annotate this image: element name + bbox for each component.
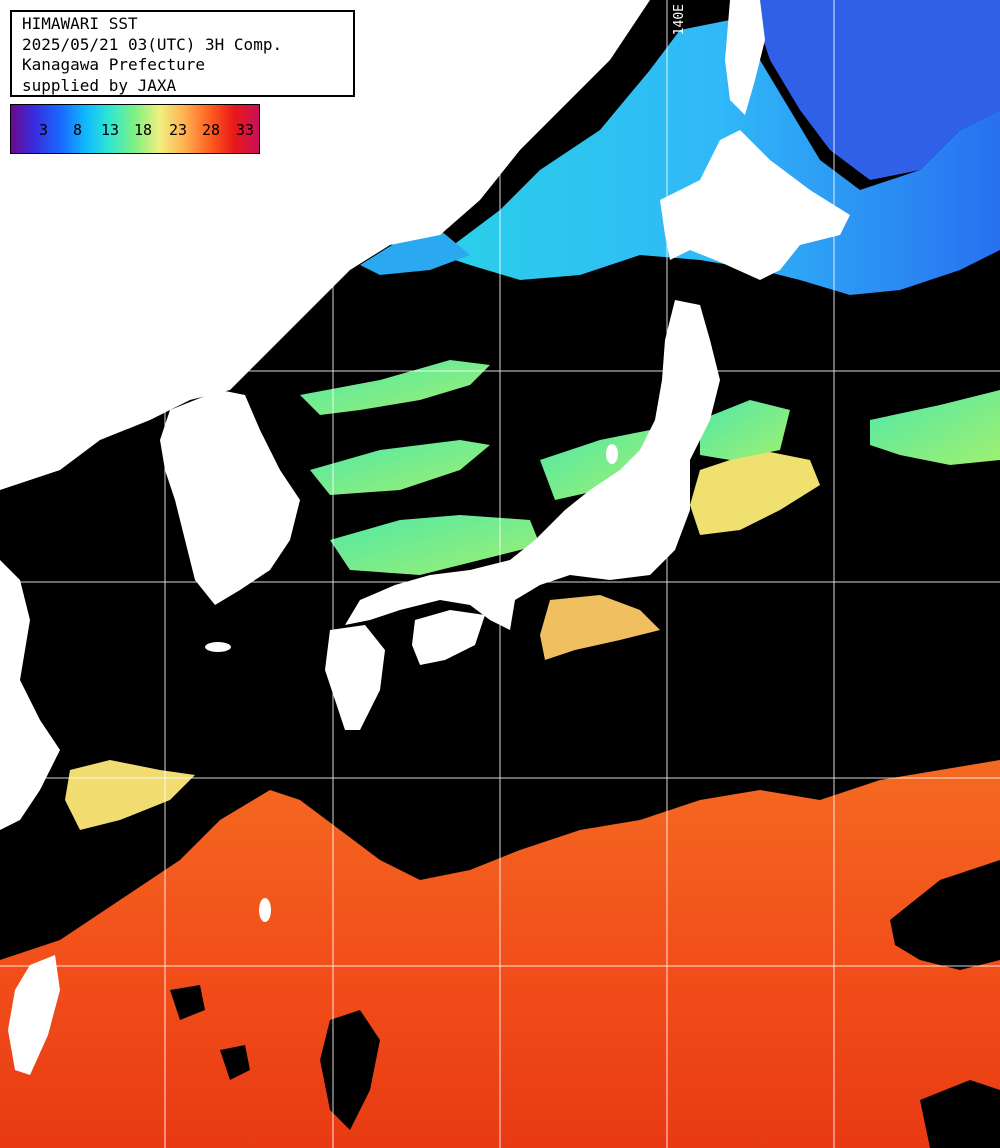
sst-yellow-kii	[540, 595, 660, 660]
land-kyushu	[325, 625, 385, 730]
lat-label-40n: 40N	[14, 352, 38, 367]
land-hokkaido	[660, 130, 850, 280]
sst-yellow-east	[690, 450, 820, 535]
cloud-patch-south-5	[220, 1045, 250, 1080]
observation-time: 2025/05/21 03(UTC) 3H Comp.	[22, 34, 283, 54]
sst-mid-japansea-3	[330, 515, 540, 575]
land-sakhalin	[725, 0, 765, 115]
sst-mid-japansea-2	[310, 440, 490, 495]
land-jeju	[205, 642, 231, 652]
colorbar-tick-28: 28	[202, 121, 221, 139]
colorbar-tick-33: 33	[236, 121, 255, 139]
sst-mid-pacific-east	[700, 400, 790, 460]
colorbar-tick-23: 23	[169, 121, 188, 139]
land-honshu	[345, 300, 720, 630]
land-korea	[160, 390, 300, 605]
sst-mid-japansea-1	[300, 360, 490, 415]
info-box: HIMAWARI SST 2025/05/21 03(UTC) 3H Comp.…	[10, 10, 355, 97]
lon-label-140e: 140E	[672, 4, 687, 36]
land-sado	[606, 444, 618, 464]
land-taiwan	[8, 955, 60, 1075]
cloud-patch-south-4	[170, 985, 205, 1020]
colorbar-tick-8: 8	[73, 121, 83, 139]
cloud-patch-south-2	[890, 860, 1000, 970]
land-ulleung	[400, 126, 424, 150]
land-china-coast	[0, 560, 60, 830]
sst-mid-japansea-4	[540, 430, 650, 500]
product-title: HIMAWARI SST	[22, 14, 138, 33]
land-okinawa	[259, 898, 271, 922]
sst-cold-okhotsk	[750, 0, 1000, 180]
sst-mid-far-east	[870, 390, 1000, 465]
colorbar-tick-13: 13	[101, 121, 120, 139]
lat-label-30n: 30N	[14, 760, 38, 775]
land-shikoku	[412, 610, 485, 665]
colorbar-tick-3: 3	[39, 121, 49, 139]
data-credit: supplied by JAXA	[22, 75, 177, 95]
region-name: Kanagawa Prefecture	[22, 55, 206, 74]
sst-cold-coast	[360, 230, 470, 275]
cloud-patch-south-1	[320, 1010, 380, 1130]
colorbar-tick-18: 18	[134, 121, 153, 139]
sst-colorbar: 3 8 13 18 23 28 33	[10, 104, 260, 154]
cloud-patch-south-3	[920, 1080, 1000, 1148]
